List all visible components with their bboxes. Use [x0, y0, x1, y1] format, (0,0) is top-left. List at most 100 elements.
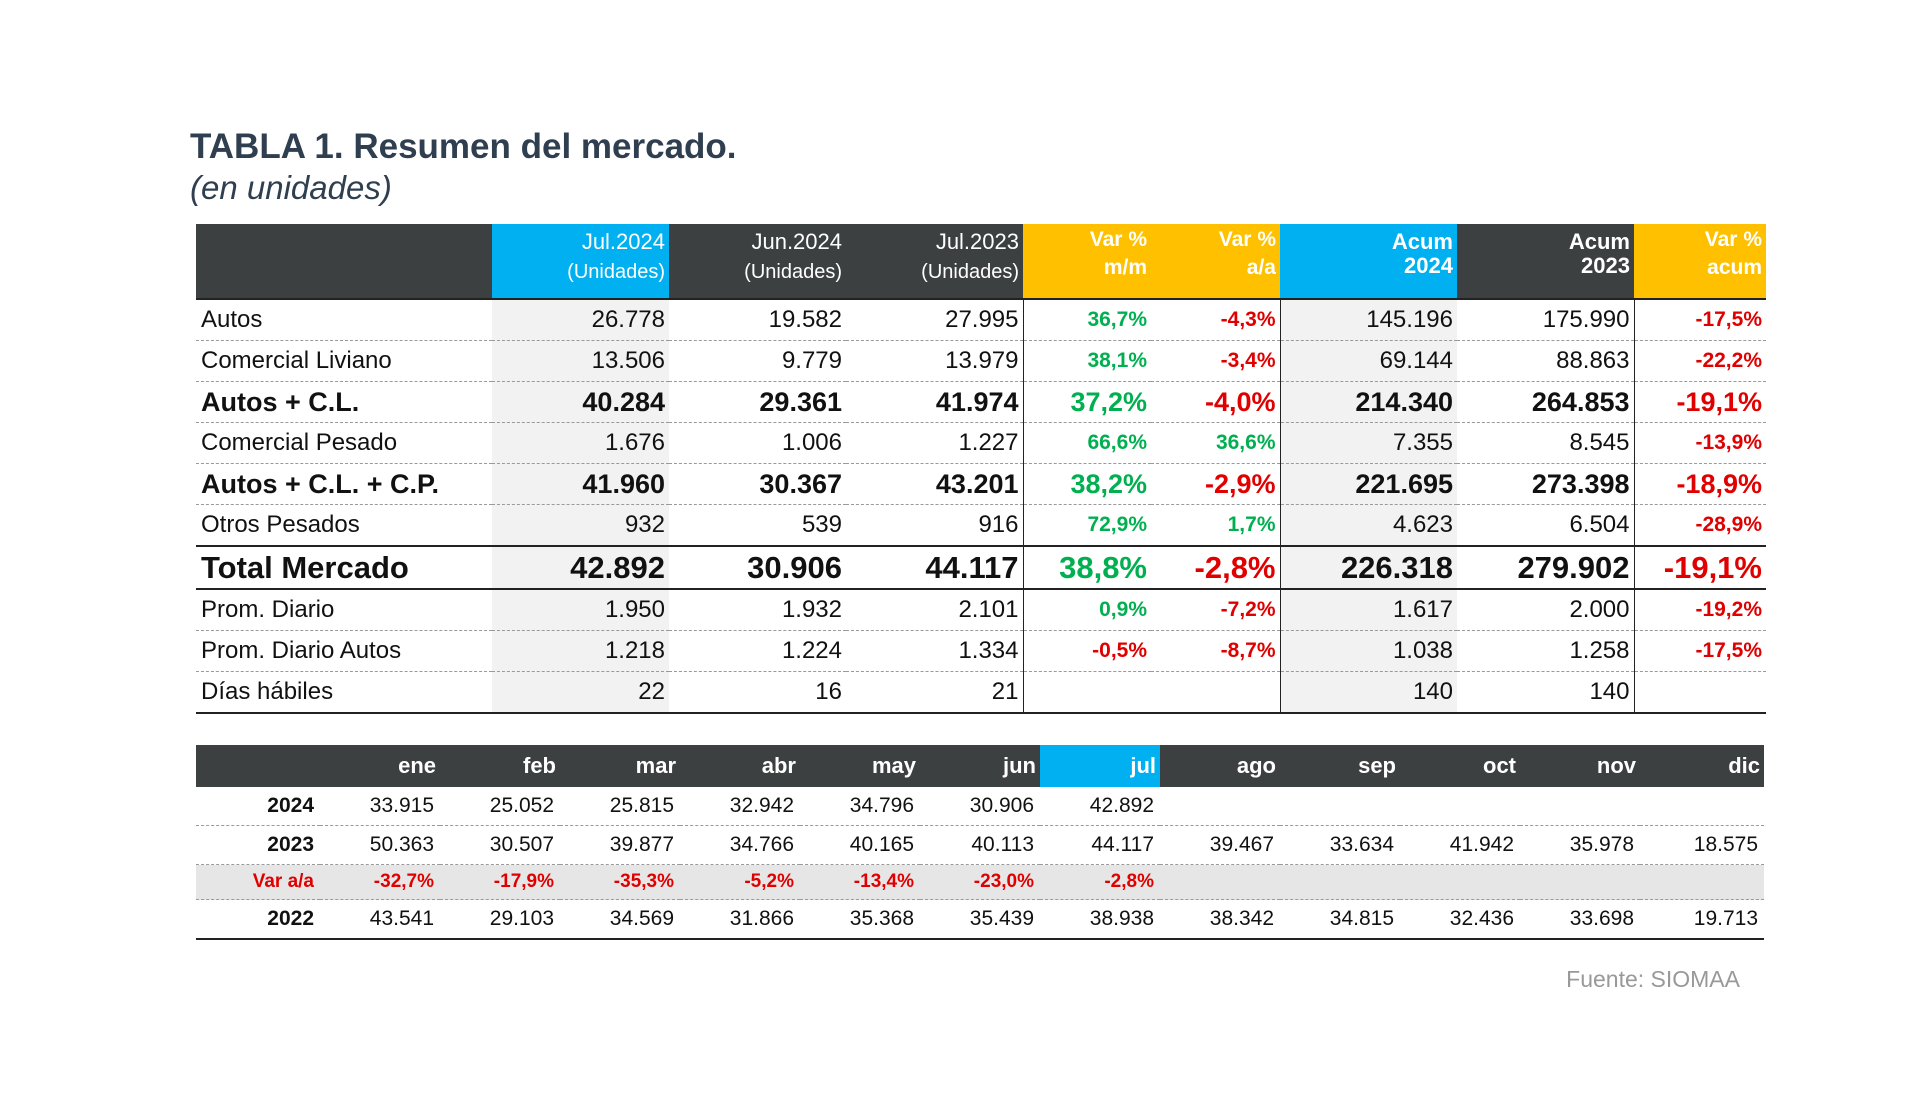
cell-acum2023: 140: [1457, 671, 1634, 714]
month-value: 50.363: [320, 825, 440, 865]
month-value: [1160, 864, 1280, 900]
cell-var-mm: 38,1%: [1022, 340, 1151, 382]
months-header-row: ene feb mar abr may jun jul ago sep oct nov dic: [196, 745, 1764, 787]
cell-acum2023: 2.000: [1457, 589, 1634, 631]
cell-jun2024: 30.367: [669, 463, 846, 505]
cell-var-mm: 36,7%: [1022, 299, 1151, 341]
month-value: 40.165: [800, 825, 920, 865]
cell-jul2023: 43.201: [846, 463, 1023, 505]
month-value: -32,7%: [320, 864, 440, 900]
month-header: oct: [1400, 745, 1520, 787]
month-value: [1280, 787, 1400, 826]
month-value: 32.942: [680, 787, 800, 826]
cell-jul2024: 1.950: [492, 589, 669, 631]
cell-var-aa: -2,8%: [1151, 545, 1280, 590]
cell-acum2024: 145.196: [1279, 299, 1457, 341]
cell-jul2023: 13.979: [846, 340, 1023, 382]
month-value: 39.877: [560, 825, 680, 865]
cell-jul2023: 41.974: [846, 381, 1023, 423]
month-value: 35.368: [800, 899, 920, 940]
cell-jul2024: 1.676: [492, 422, 669, 464]
month-header: sep: [1280, 745, 1400, 787]
cell-var-acum: -28,9%: [1633, 504, 1766, 547]
row-label: Total Mercado: [196, 545, 492, 590]
cell-jun2024: 30.906: [669, 545, 846, 590]
month-value: 30.507: [440, 825, 560, 865]
month-value: 30.906: [920, 787, 1040, 826]
cell-jun2024: 1.224: [669, 630, 846, 672]
summary-row: Días hábiles 22 16 21 140 140: [196, 671, 1766, 714]
cell-jul2024: 932: [492, 504, 669, 547]
cell-var-aa: -2,9%: [1151, 463, 1280, 505]
row-label: Comercial Pesado: [196, 422, 492, 464]
cell-var-mm: 38,8%: [1022, 545, 1151, 590]
cell-jul2024: 22: [492, 671, 669, 714]
cell-var-mm: 37,2%: [1022, 381, 1151, 423]
cell-jun2024: 9.779: [669, 340, 846, 382]
cell-jul2023: 27.995: [846, 299, 1023, 341]
cell-acum2024: 1.617: [1279, 589, 1457, 631]
month-header: ene: [320, 745, 440, 787]
cell-acum2024: 140: [1279, 671, 1457, 714]
summary-row: Total Mercado 42.892 30.906 44.117 38,8% -2,8…: [196, 545, 1766, 590]
month-value: 25.815: [560, 787, 680, 826]
summary-row: Comercial Liviano 13.506 9.779 13.979 38,1% -…: [196, 340, 1766, 382]
month-value: 35.978: [1520, 825, 1640, 865]
month-value: 29.103: [440, 899, 560, 940]
year-row: Var a/a -32,7% -17,9% -35,3% -5,2% -13,4% -23,…: [196, 864, 1764, 900]
summary-row: Autos 26.778 19.582 27.995 36,7% -4,3% 145.196…: [196, 299, 1766, 341]
cell-var-mm: 38,2%: [1022, 463, 1151, 505]
cell-acum2023: 6.504: [1457, 504, 1634, 547]
summary-header-row: Jul.2024 (Unidades) Jun.2024 (Unidades) Ju…: [196, 224, 1766, 300]
cell-jul2023: 1.227: [846, 422, 1023, 464]
cell-jul2023: 916: [846, 504, 1023, 547]
monthly-sales-table: ene feb mar abr may jun jul ago sep oct nov dic 202…: [196, 745, 1764, 940]
header-acum2024: Acum 2024: [1280, 224, 1457, 300]
month-header: ago: [1160, 745, 1280, 787]
cell-var-mm: -0,5%: [1022, 630, 1151, 672]
cell-var-mm: 0,9%: [1022, 589, 1151, 631]
cell-var-aa: 1,7%: [1151, 504, 1280, 547]
row-label: Prom. Diario Autos: [196, 630, 492, 672]
summary-row: Autos + C.L. + C.P. 41.960 30.367 43.201 38,…: [196, 463, 1766, 505]
month-value: 18.575: [1640, 825, 1764, 865]
cell-jul2024: 40.284: [492, 381, 669, 423]
month-value: 34.815: [1280, 899, 1400, 940]
cell-var-acum: -19,2%: [1633, 589, 1766, 631]
month-value: [1160, 787, 1280, 826]
cell-jul2024: 13.506: [492, 340, 669, 382]
cell-acum2023: 88.863: [1457, 340, 1634, 382]
cell-var-acum: -18,9%: [1633, 463, 1766, 505]
month-header: dic: [1640, 745, 1764, 787]
month-value: 44.117: [1040, 825, 1160, 865]
month-value: 25.052: [440, 787, 560, 826]
cell-var-acum: -17,5%: [1633, 299, 1766, 341]
cell-jul2023: 44.117: [846, 545, 1023, 590]
month-value: 38.342: [1160, 899, 1280, 940]
cell-jul2024: 41.960: [492, 463, 669, 505]
header-label: [196, 224, 492, 300]
cell-acum2024: 7.355: [1279, 422, 1457, 464]
month-value: 43.541: [320, 899, 440, 940]
month-value: -23,0%: [920, 864, 1040, 900]
cell-var-aa: -3,4%: [1151, 340, 1280, 382]
header-var-acum: Var % acum: [1634, 224, 1766, 300]
month-value: [1400, 864, 1520, 900]
cell-jun2024: 16: [669, 671, 846, 714]
year-label: 2023: [196, 825, 320, 865]
row-label: Otros Pesados: [196, 504, 492, 547]
cell-jun2024: 539: [669, 504, 846, 547]
month-value: [1640, 864, 1764, 900]
month-header: mar: [560, 745, 680, 787]
header-jun2024: Jun.2024 (Unidades): [669, 224, 846, 300]
cell-var-aa: -7,2%: [1151, 589, 1280, 631]
cell-jul2023: 21: [846, 671, 1023, 714]
row-label: Autos + C.L. + C.P.: [196, 463, 492, 505]
cell-var-acum: -17,5%: [1633, 630, 1766, 672]
cell-var-acum: [1633, 671, 1766, 714]
months-corner: [196, 745, 320, 787]
row-label: Autos: [196, 299, 492, 341]
month-value: -35,3%: [560, 864, 680, 900]
cell-var-mm: [1022, 671, 1151, 714]
cell-var-acum: -13,9%: [1633, 422, 1766, 464]
